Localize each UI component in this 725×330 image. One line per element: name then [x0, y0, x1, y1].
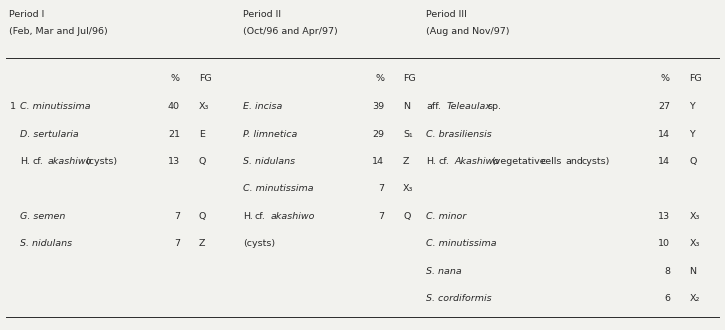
Text: Period I: Period I [9, 10, 45, 19]
Text: X₃: X₃ [403, 184, 413, 193]
Text: (Feb, Mar and Jul/96): (Feb, Mar and Jul/96) [9, 27, 108, 36]
Text: sp.: sp. [488, 102, 502, 111]
Text: Z: Z [403, 157, 410, 166]
Text: H.: H. [243, 212, 253, 221]
Text: aff.: aff. [426, 102, 442, 111]
Text: 1: 1 [9, 102, 15, 111]
Text: Period III: Period III [426, 10, 467, 19]
Text: N: N [403, 102, 410, 111]
Text: and: and [565, 157, 583, 166]
Text: Y: Y [689, 130, 695, 139]
Text: S. nidulans: S. nidulans [243, 157, 295, 166]
Text: 7: 7 [174, 239, 180, 248]
Text: 8: 8 [664, 267, 670, 276]
Text: Q: Q [403, 212, 410, 221]
Text: S. nidulans: S. nidulans [20, 239, 72, 248]
Text: Q: Q [689, 157, 697, 166]
Text: Y: Y [689, 102, 695, 111]
Text: cells: cells [541, 157, 562, 166]
Text: akashiwo: akashiwo [270, 212, 315, 221]
Text: S. nana: S. nana [426, 267, 462, 276]
Text: H.: H. [426, 157, 436, 166]
Text: 29: 29 [372, 130, 384, 139]
Text: %: % [171, 74, 180, 83]
Text: 21: 21 [167, 130, 180, 139]
Text: (Oct/96 and Apr/97): (Oct/96 and Apr/97) [243, 27, 338, 36]
Text: Q: Q [199, 212, 206, 221]
Text: C. minutissima: C. minutissima [243, 184, 313, 193]
Text: cf.: cf. [254, 212, 265, 221]
Text: X₃: X₃ [689, 212, 700, 221]
Text: 14: 14 [372, 157, 384, 166]
Text: 13: 13 [658, 212, 670, 221]
Text: C. minutissima: C. minutissima [20, 102, 91, 111]
Text: cysts): cysts) [581, 157, 610, 166]
Text: (Aug and Nov/97): (Aug and Nov/97) [426, 27, 510, 36]
Text: (cysts): (cysts) [243, 239, 275, 248]
Text: 7: 7 [378, 212, 384, 221]
Text: D. sertularia: D. sertularia [20, 130, 79, 139]
Text: H.: H. [20, 157, 30, 166]
Text: C. minutissima: C. minutissima [426, 239, 497, 248]
Text: S. cordiformis: S. cordiformis [426, 294, 492, 303]
Text: X₃: X₃ [199, 102, 209, 111]
Text: 14: 14 [658, 130, 670, 139]
Text: 40: 40 [167, 102, 180, 111]
Text: S₁: S₁ [403, 130, 413, 139]
Text: 27: 27 [658, 102, 670, 111]
Text: cf.: cf. [438, 157, 449, 166]
Text: E: E [199, 130, 204, 139]
Text: 39: 39 [372, 102, 384, 111]
Text: P. limnetica: P. limnetica [243, 130, 297, 139]
Text: (cysts): (cysts) [85, 157, 117, 166]
Text: X₂: X₂ [689, 294, 700, 303]
Text: X₃: X₃ [689, 239, 700, 248]
Text: (vegetative: (vegetative [491, 157, 546, 166]
Text: %: % [376, 74, 384, 83]
Text: G. semen: G. semen [20, 212, 66, 221]
Text: Period II: Period II [243, 10, 281, 19]
Text: 14: 14 [658, 157, 670, 166]
Text: Akashiwo: Akashiwo [454, 157, 500, 166]
Text: FG: FG [403, 74, 415, 83]
Text: Q: Q [199, 157, 206, 166]
Text: FG: FG [199, 74, 211, 83]
Text: cf.: cf. [32, 157, 43, 166]
Text: 7: 7 [378, 184, 384, 193]
Text: 6: 6 [664, 294, 670, 303]
Text: C. minor: C. minor [426, 212, 467, 221]
Text: Z: Z [199, 239, 205, 248]
Text: %: % [661, 74, 670, 83]
Text: E. incisa: E. incisa [243, 102, 282, 111]
Text: 13: 13 [167, 157, 180, 166]
Text: C. brasiliensis: C. brasiliensis [426, 130, 492, 139]
Text: N: N [689, 267, 697, 276]
Text: Teleaulax: Teleaulax [447, 102, 492, 111]
Text: akashiwo: akashiwo [48, 157, 93, 166]
Text: FG: FG [689, 74, 702, 83]
Text: 7: 7 [174, 212, 180, 221]
Text: 10: 10 [658, 239, 670, 248]
